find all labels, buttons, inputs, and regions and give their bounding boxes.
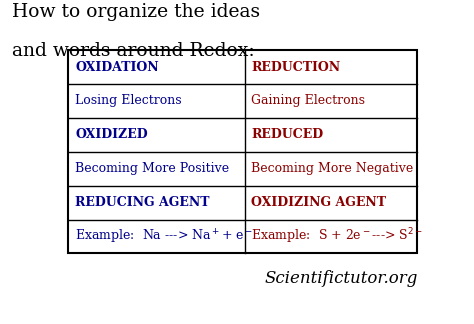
Text: Example:  Na ---> Na$^+$+ e$^-$: Example: Na ---> Na$^+$+ e$^-$ (75, 227, 253, 246)
Text: Becoming More Positive: Becoming More Positive (75, 162, 229, 175)
Text: Losing Electrons: Losing Electrons (75, 94, 182, 108)
Bar (68, 50, 418, 253)
Text: How to organize the ideas: How to organize the ideas (12, 3, 260, 21)
Text: Gaining Electrons: Gaining Electrons (251, 94, 365, 108)
Text: and words around Redox:: and words around Redox: (12, 42, 255, 60)
Text: REDUCING AGENT: REDUCING AGENT (75, 196, 210, 209)
Text: OXIDIZING AGENT: OXIDIZING AGENT (251, 196, 386, 209)
Text: Becoming More Negative: Becoming More Negative (251, 162, 414, 175)
Text: OXIDIZED: OXIDIZED (75, 128, 148, 141)
Text: REDUCTION: REDUCTION (251, 61, 340, 74)
Text: OXIDATION: OXIDATION (75, 61, 159, 74)
Text: Example:  S + 2e$^-$---> S$^{2-}$: Example: S + 2e$^-$---> S$^{2-}$ (251, 227, 423, 246)
Text: Scientifictutor.org: Scientifictutor.org (264, 270, 418, 287)
Text: REDUCED: REDUCED (251, 128, 323, 141)
